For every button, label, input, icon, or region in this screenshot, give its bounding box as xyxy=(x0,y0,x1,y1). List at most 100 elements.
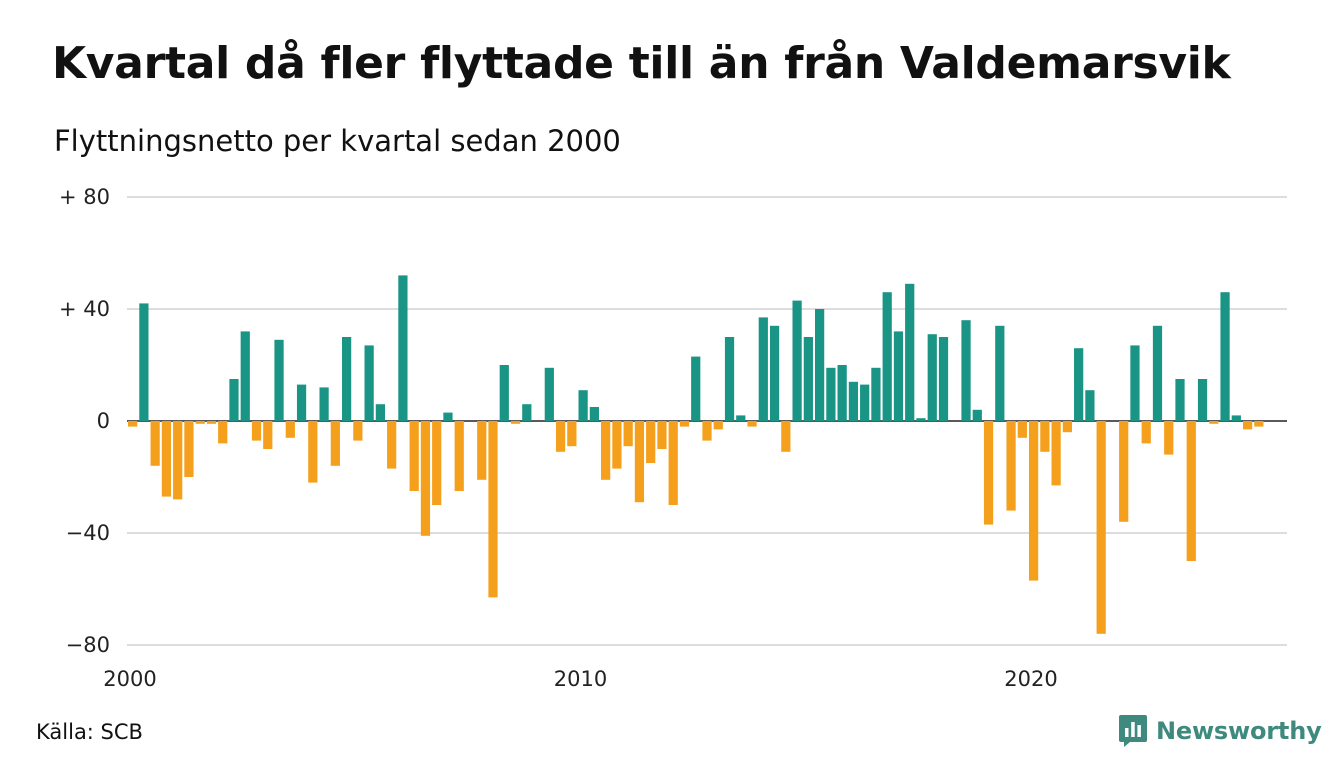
bar xyxy=(961,320,971,421)
bar xyxy=(139,303,149,421)
bar xyxy=(871,367,881,421)
bar xyxy=(938,337,949,421)
bar xyxy=(330,421,340,466)
bar xyxy=(1028,421,1039,581)
bar xyxy=(736,415,746,421)
newsworthy-logo: Newsworthy xyxy=(1118,714,1322,748)
axis-labels: + 80 + 40 0 −40 −80 2000 2010 2020 xyxy=(59,185,1058,691)
bar xyxy=(781,421,791,452)
bar xyxy=(387,421,397,469)
bar xyxy=(905,283,915,421)
bar xyxy=(634,421,645,503)
bar xyxy=(285,421,295,438)
bar xyxy=(623,421,633,447)
bar xyxy=(1119,421,1129,522)
bar xyxy=(916,418,926,421)
bars xyxy=(128,275,1264,634)
bar xyxy=(803,337,813,421)
bar xyxy=(567,421,577,447)
bar xyxy=(1231,415,1241,421)
bar xyxy=(713,421,723,430)
bar xyxy=(747,421,757,427)
bar xyxy=(375,404,386,421)
x-tick-label: 2010 xyxy=(554,667,607,691)
bar xyxy=(353,421,363,441)
bar xyxy=(341,337,352,421)
bar xyxy=(195,421,205,424)
bar xyxy=(274,339,284,421)
bar xyxy=(544,367,554,421)
bar xyxy=(893,331,904,421)
bar xyxy=(184,421,194,477)
bar xyxy=(848,381,859,421)
source-note: Källa: SCB xyxy=(36,720,143,744)
bar xyxy=(432,421,442,505)
bar xyxy=(724,337,735,421)
bar xyxy=(218,421,228,444)
bar xyxy=(769,325,780,421)
bar-chart: + 80 + 40 0 −40 −80 2000 2010 2020 xyxy=(59,185,1287,691)
bar xyxy=(398,275,408,421)
bar xyxy=(251,421,262,441)
bar xyxy=(1074,348,1084,421)
bar xyxy=(555,421,566,452)
bar xyxy=(601,421,611,480)
bar xyxy=(522,404,532,421)
bar xyxy=(679,421,690,427)
bar xyxy=(477,421,487,480)
bar xyxy=(1062,421,1072,433)
bar xyxy=(702,421,712,441)
bar xyxy=(296,384,307,421)
bar xyxy=(1040,421,1050,452)
bar xyxy=(240,331,250,421)
bar xyxy=(792,300,802,421)
bar xyxy=(420,421,431,536)
bar xyxy=(1152,325,1163,421)
bar xyxy=(499,365,509,421)
brand-name: Newsworthy xyxy=(1156,717,1322,745)
bar xyxy=(206,421,217,424)
bar xyxy=(612,421,622,469)
bar xyxy=(1085,390,1095,421)
y-tick-label: −80 xyxy=(66,633,110,657)
bar xyxy=(927,334,937,421)
bar xyxy=(983,421,994,525)
y-tick-label: + 80 xyxy=(59,185,110,209)
bar xyxy=(308,421,318,483)
bar xyxy=(229,379,239,421)
bar xyxy=(150,421,160,466)
bar xyxy=(1254,421,1264,427)
bar xyxy=(1164,421,1174,455)
bar xyxy=(1209,421,1219,424)
bar xyxy=(972,409,982,421)
bar xyxy=(826,367,836,421)
bar xyxy=(995,325,1005,421)
bar xyxy=(161,421,172,497)
bar xyxy=(364,345,374,421)
bar xyxy=(128,421,138,427)
bar xyxy=(1175,379,1185,421)
bar xyxy=(691,356,701,421)
y-tick-label: 0 xyxy=(97,409,110,433)
bar xyxy=(882,292,892,421)
bar xyxy=(319,387,329,421)
y-tick-label: −40 xyxy=(66,521,110,545)
bar xyxy=(1186,421,1196,561)
bar xyxy=(1141,421,1151,444)
bar xyxy=(1051,421,1061,486)
bar xyxy=(1130,345,1140,421)
bar xyxy=(1017,421,1027,438)
bar xyxy=(1220,292,1230,421)
chart-title: Kvartal då fler flyttade till än från Va… xyxy=(52,38,1231,89)
bar xyxy=(409,421,419,491)
x-tick-label: 2000 xyxy=(103,667,156,691)
bar xyxy=(578,390,588,421)
bar xyxy=(657,421,667,449)
bar xyxy=(860,384,870,421)
bar xyxy=(173,421,183,500)
bar xyxy=(488,421,498,598)
bar xyxy=(454,421,464,491)
chart-subtitle: Flyttningsnetto per kvartal sedan 2000 xyxy=(54,124,621,158)
bar xyxy=(1197,379,1208,421)
bar xyxy=(1006,421,1016,511)
